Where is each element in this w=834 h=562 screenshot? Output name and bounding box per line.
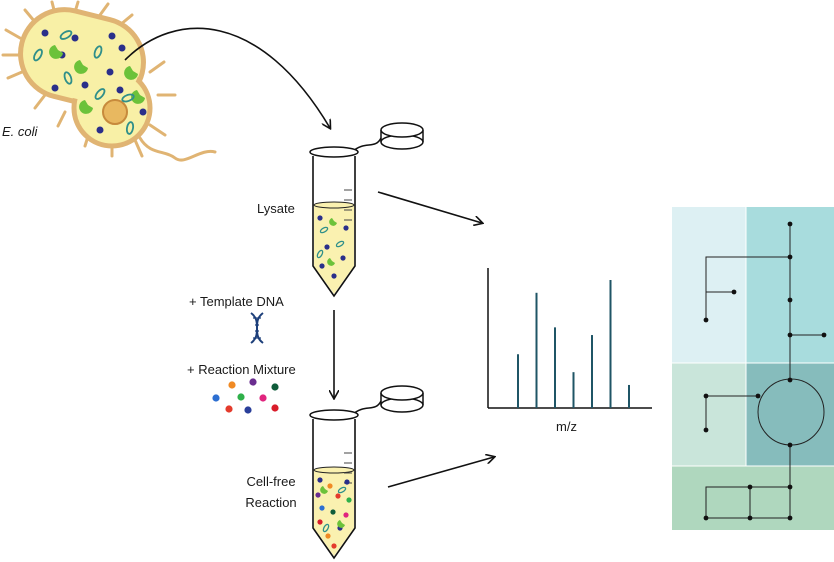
e-coli-cell-icon: [1, 0, 217, 162]
lysate-to-spectrum-arrow: [377, 191, 482, 223]
template-dna-label: + Template DNA: [189, 294, 284, 309]
lysate-label: Lysate: [257, 201, 295, 216]
metabolic-network-icon: [672, 207, 834, 530]
pathway-region-bottom: [672, 466, 834, 530]
mass-spectrum-chart: [487, 268, 652, 409]
cell-to-lysate-arrow: [124, 27, 330, 128]
pathway-region-top-left: [672, 207, 746, 363]
organism-label: E. coli: [2, 124, 38, 139]
reaction-mixture-label: + Reaction Mixture: [187, 362, 296, 377]
pathway-region-middle-left: [672, 363, 746, 466]
nucleoid-icon: [102, 99, 128, 125]
reaction-to-spectrum-arrow: [387, 457, 494, 488]
reagent-dots-icon: [212, 378, 279, 414]
cellfree-tube-icon: [309, 385, 424, 560]
spectrum-x-label: m/z: [556, 419, 577, 434]
dna-helix-icon: [250, 312, 264, 344]
cellfree-label-line1: Cell-free: [246, 474, 296, 489]
cellfree-label-line2: Reaction: [245, 495, 297, 510]
lysate-tube-icon: [309, 122, 424, 298]
